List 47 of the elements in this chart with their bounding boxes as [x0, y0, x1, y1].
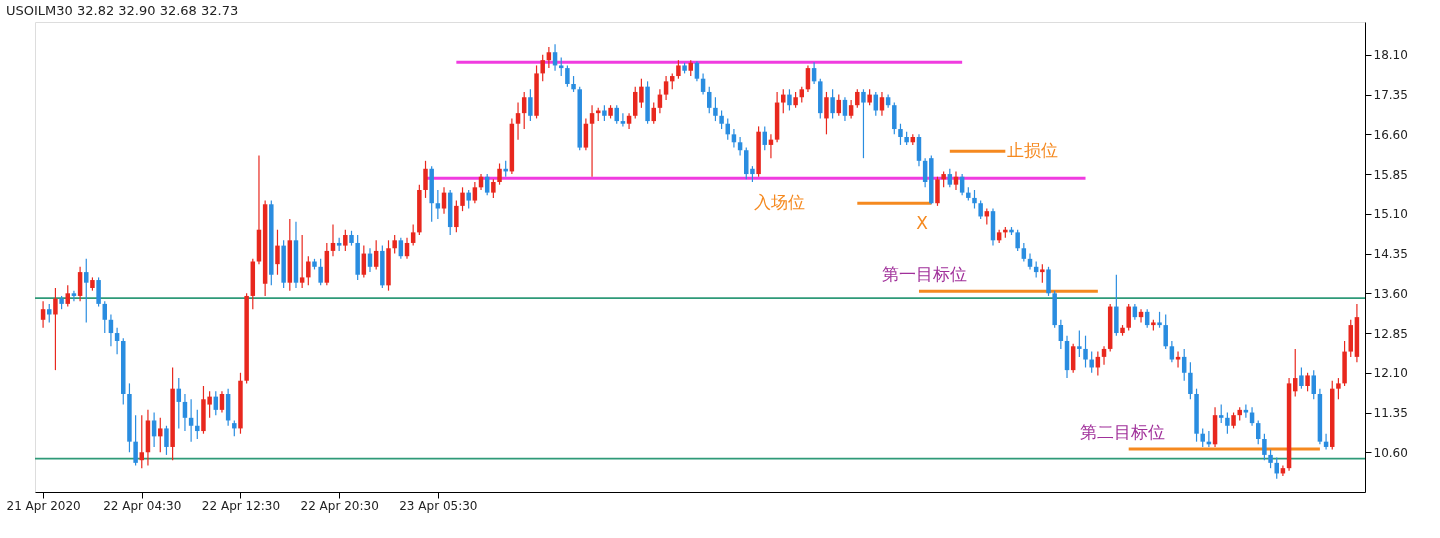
- candlestick: [1052, 290, 1057, 329]
- candlestick: [1083, 335, 1088, 369]
- x-tick-label: 22 Apr 20:30: [300, 498, 379, 513]
- candlestick: [861, 88, 866, 159]
- annotation: 入场位: [754, 192, 806, 213]
- candlestick: [96, 276, 101, 308]
- candlestick: [1040, 263, 1045, 284]
- annotation: X: [916, 213, 929, 234]
- x-tick-label: 21 Apr 2020: [6, 498, 81, 513]
- annotation: 第二目标位: [1080, 422, 1166, 443]
- y-tick-label: 17.35: [1373, 88, 1408, 103]
- candlestick: [1046, 266, 1051, 297]
- candlestick: [1305, 372, 1310, 392]
- candlestick: [269, 199, 274, 286]
- y-tick-label: 13.60: [1373, 286, 1408, 301]
- candlestick: [1336, 377, 1341, 400]
- y-tick-label: 10.60: [1373, 445, 1408, 460]
- x-tick-label: 22 Apr 04:30: [103, 498, 182, 513]
- candlestick: [84, 258, 89, 324]
- candlestick: [577, 86, 582, 151]
- candlestick: [534, 64, 539, 120]
- candlestick: [676, 59, 681, 80]
- candlestick: [935, 176, 940, 207]
- annotation: 止损位: [1007, 140, 1058, 161]
- candlestick: [1077, 329, 1082, 358]
- candlestick: [892, 101, 897, 135]
- y-tick-label: 14.35: [1373, 247, 1408, 262]
- y-tick-label: 12.10: [1373, 366, 1408, 381]
- candlestick: [818, 78, 823, 120]
- y-tick-label: 15.85: [1373, 167, 1408, 182]
- y-tick-label: 12.85: [1373, 326, 1408, 341]
- candlestick: [164, 425, 169, 456]
- y-tick-label: 11.35: [1373, 406, 1408, 421]
- x-tick-label: 23 Apr 05:30: [399, 498, 478, 513]
- y-tick-label: 15.10: [1373, 207, 1408, 222]
- candlestick: [343, 229, 348, 252]
- candlestick: [528, 88, 533, 122]
- candlestick: [1311, 369, 1316, 400]
- candlestick: [1348, 319, 1353, 358]
- candlestick: [491, 178, 496, 199]
- candlestick: [355, 234, 360, 281]
- x-tick-label: 22 Apr 12:30: [201, 498, 281, 513]
- y-tick-label: 16.60: [1373, 127, 1408, 142]
- candlestick: [1299, 366, 1304, 390]
- y-tick-label: 18.10: [1373, 48, 1408, 63]
- chart-title: USOILM30 32.82 32.90 32.68 32.73: [5, 3, 239, 18]
- annotation: 第一目标位: [882, 264, 968, 285]
